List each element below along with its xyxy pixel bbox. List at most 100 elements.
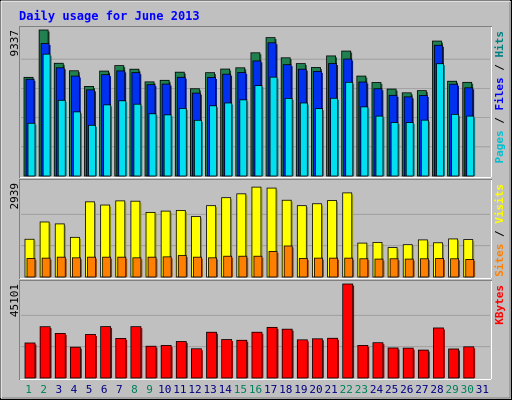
legend-entry-kbytes: KBytes bbox=[493, 285, 506, 325]
bar-pages-day-2 bbox=[42, 53, 51, 177]
bar-pages-day-28 bbox=[436, 63, 444, 177]
x-tick-label-day-15: 15 bbox=[234, 383, 247, 396]
bar-pages-day-25 bbox=[390, 122, 399, 177]
bar-pages-day-22 bbox=[345, 81, 354, 177]
bar-kbytes-day-6 bbox=[100, 326, 112, 379]
bar-kbytes-day-9 bbox=[145, 345, 157, 379]
bar-kbytes-day-13 bbox=[206, 331, 217, 379]
bar-sites-day-15 bbox=[238, 255, 248, 278]
bar-sites-day-24 bbox=[374, 258, 384, 278]
bar-pages-day-12 bbox=[194, 119, 202, 177]
bar-kbytes-day-22 bbox=[342, 283, 354, 379]
x-tick-label-day-19: 19 bbox=[294, 383, 307, 396]
bar-sites-day-4 bbox=[71, 257, 81, 278]
bar-sites-day-16 bbox=[253, 255, 263, 278]
x-tick-label-day-28: 28 bbox=[430, 383, 443, 396]
legend-separator: / bbox=[493, 224, 506, 244]
bar-sites-day-7 bbox=[117, 256, 127, 278]
x-tick-label-day-29: 29 bbox=[446, 383, 459, 396]
bar-sites-day-17 bbox=[268, 251, 278, 278]
bar-sites-day-30 bbox=[465, 259, 475, 278]
bar-kbytes-day-3 bbox=[54, 333, 66, 379]
x-tick-label-day-24: 24 bbox=[370, 383, 384, 396]
x-tick-label-day-17: 17 bbox=[264, 383, 277, 396]
bar-kbytes-day-12 bbox=[191, 348, 202, 379]
bar-pages-day-15 bbox=[239, 99, 248, 177]
panel-kbytes: 45101 KBytes bbox=[8, 280, 506, 380]
bar-kbytes-day-11 bbox=[175, 341, 187, 379]
legend-visits-sites: Sites / Visits bbox=[493, 184, 506, 277]
legend-entry-sites: Sites bbox=[493, 244, 506, 277]
bar-pages-day-24 bbox=[375, 115, 384, 177]
panel-visits-sites: 2939 Sites / Visits bbox=[8, 179, 506, 279]
bar-pages-day-30 bbox=[466, 115, 475, 177]
bar-sites-day-9 bbox=[147, 256, 157, 278]
bar-pages-day-13 bbox=[209, 105, 217, 177]
bar-kbytes-day-24 bbox=[372, 342, 384, 379]
bar-sites-day-11 bbox=[177, 255, 187, 278]
bar-kbytes-day-14 bbox=[221, 339, 233, 379]
bar-pages-day-29 bbox=[451, 113, 460, 177]
x-tick-label-day-4: 4 bbox=[71, 383, 78, 396]
legend-entry-visits: Visits bbox=[493, 184, 506, 224]
bar-kbytes-day-21 bbox=[327, 337, 338, 379]
bar-pages-day-26 bbox=[405, 122, 414, 177]
x-axis-day-labels: 1 2 3 4 5 6 7 8 9 10 11 12 13 14 15 16 17 18 19 20 21 22 23 24 2… bbox=[25, 383, 489, 396]
bar-pages-day-18 bbox=[284, 98, 293, 177]
x-tick-label-day-22: 22 bbox=[340, 383, 353, 396]
bar-kbytes-day-10 bbox=[160, 345, 172, 379]
bar-kbytes-day-17 bbox=[266, 326, 278, 379]
chart-title: Daily usage for June 2013 bbox=[19, 9, 200, 23]
bar-sites-day-2 bbox=[41, 257, 51, 278]
legend-hits-files-pages: Pages / Files / Hits bbox=[493, 31, 506, 164]
bar-sites-day-13 bbox=[208, 257, 217, 278]
x-tick-label-day-23: 23 bbox=[355, 383, 368, 396]
bar-sites-day-25 bbox=[389, 258, 399, 278]
x-tick-label-day-26: 26 bbox=[400, 383, 413, 396]
bar-kbytes-day-4 bbox=[69, 346, 81, 379]
bar-pages-day-16 bbox=[254, 85, 263, 177]
x-tick-label-day-31: 31 bbox=[476, 383, 489, 396]
panel-hits-files-pages: 9337 Pages / Files / Hits bbox=[8, 26, 506, 178]
bar-kbytes-day-20 bbox=[312, 338, 323, 379]
bar-kbytes-day-8 bbox=[130, 326, 142, 379]
x-tick-label-day-30: 30 bbox=[461, 383, 474, 396]
bar-sites-day-28 bbox=[435, 258, 444, 278]
bar-sites-day-26 bbox=[404, 258, 414, 278]
bar-pages-day-17 bbox=[269, 76, 278, 177]
bar-sites-day-8 bbox=[132, 257, 142, 278]
bar-kbytes-day-27 bbox=[417, 349, 429, 379]
bar-pages-day-5 bbox=[88, 124, 96, 177]
bar-kbytes-day-19 bbox=[296, 339, 308, 379]
bar-sites-day-20 bbox=[314, 257, 323, 278]
legend-kbytes: KBytes bbox=[493, 285, 506, 325]
x-tick-label-day-5: 5 bbox=[86, 383, 93, 396]
bar-pages-day-14 bbox=[224, 102, 233, 177]
bar-sites-day-21 bbox=[329, 257, 338, 278]
bar-pages-day-3 bbox=[57, 99, 66, 177]
bar-sites-day-12 bbox=[193, 256, 202, 278]
y-max-label: 45101 bbox=[8, 284, 21, 317]
bar-pages-day-21 bbox=[330, 97, 338, 177]
bar-pages-day-11 bbox=[178, 108, 187, 177]
bar-pages-day-27 bbox=[420, 119, 429, 177]
bar-pages-day-1 bbox=[27, 122, 36, 177]
bar-pages-day-19 bbox=[299, 102, 308, 177]
bar-pages-day-4 bbox=[72, 111, 81, 177]
bar-pages-day-8 bbox=[133, 103, 142, 177]
legend-separator: / bbox=[493, 58, 506, 78]
bar-sites-day-29 bbox=[450, 258, 460, 278]
bar-sites-day-6 bbox=[102, 256, 112, 278]
chart-panels: 9337 Pages / Files / Hits 2939 Sites / Visi… bbox=[8, 26, 506, 380]
bar-sites-day-22 bbox=[344, 257, 354, 278]
x-tick-label-day-27: 27 bbox=[415, 383, 428, 396]
bar-kbytes-day-29 bbox=[448, 348, 460, 379]
bar-sites-day-5 bbox=[87, 256, 96, 278]
bar-pages-day-20 bbox=[315, 108, 323, 177]
bar-sites-day-18 bbox=[283, 245, 293, 278]
bar-kbytes-day-7 bbox=[115, 337, 127, 379]
x-tick-label-day-1: 1 bbox=[25, 383, 32, 396]
x-tick-label-day-8: 8 bbox=[131, 383, 138, 396]
bar-kbytes-day-15 bbox=[236, 339, 248, 379]
